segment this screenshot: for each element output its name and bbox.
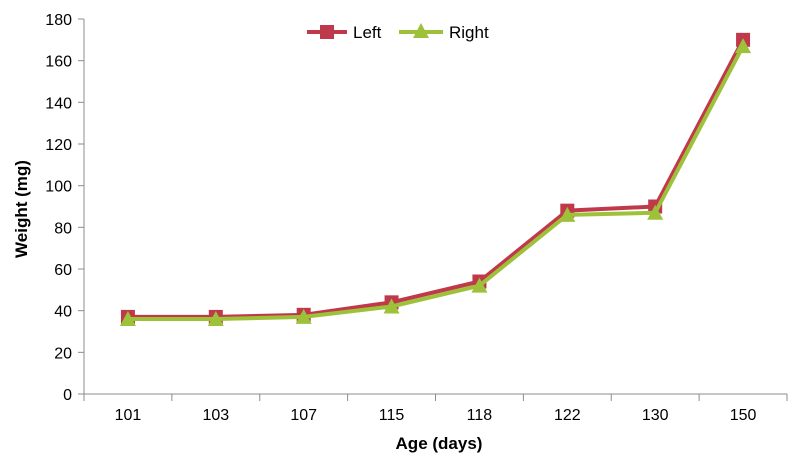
y-tick-label: 20 — [54, 345, 72, 362]
data-point-right — [295, 308, 312, 324]
data-point-right — [735, 38, 752, 54]
legend-item-left: Left — [307, 23, 382, 42]
series-left — [120, 32, 751, 324]
series-line-left — [127, 38, 745, 319]
y-tick-label: 80 — [54, 220, 72, 237]
legend-label-left: Left — [353, 23, 382, 42]
x-tick-label: 103 — [202, 407, 229, 424]
legend-marker-left — [320, 25, 334, 39]
y-tick-label: 180 — [45, 12, 72, 29]
data-point-right — [647, 204, 664, 220]
y-axis: 0 20 40 60 80 100 120 140 160 180 — [45, 12, 85, 404]
data-point-right — [207, 311, 224, 326]
y-tick-label: 140 — [45, 95, 72, 112]
legend-item-right: Right — [399, 23, 489, 42]
data-point-right — [559, 206, 576, 222]
series-right — [119, 38, 752, 326]
x-tick-label: 130 — [642, 407, 669, 424]
legend: Left Right — [307, 23, 489, 42]
y-tick-label: 60 — [54, 262, 72, 279]
x-tick-label: 107 — [290, 407, 317, 424]
x-axis-title: Age (days) — [396, 434, 483, 453]
x-tick-label: 115 — [379, 407, 405, 424]
y-tick-label: 100 — [45, 179, 72, 196]
data-point-right — [383, 298, 400, 314]
x-tick-label: 118 — [467, 407, 493, 424]
series-layer — [119, 32, 752, 326]
y-tick-label: 160 — [45, 54, 72, 71]
x-axis: 101 103 107 115 118 122 130 150 — [83, 393, 788, 424]
y-tick-label: 120 — [45, 137, 72, 154]
legend-label-right: Right — [449, 23, 489, 42]
series-line-right — [127, 45, 745, 321]
x-tick-label: 122 — [554, 407, 581, 424]
y-axis-title: Weight (mg) — [12, 160, 31, 258]
y-tick-label: 0 — [63, 387, 72, 404]
x-tick-label: 150 — [730, 407, 757, 424]
data-point-right — [471, 277, 488, 293]
y-tick-label: 40 — [54, 304, 72, 321]
x-tick-label: 101 — [115, 407, 142, 424]
data-point-right — [119, 311, 136, 326]
legend-marker-right — [413, 23, 429, 38]
